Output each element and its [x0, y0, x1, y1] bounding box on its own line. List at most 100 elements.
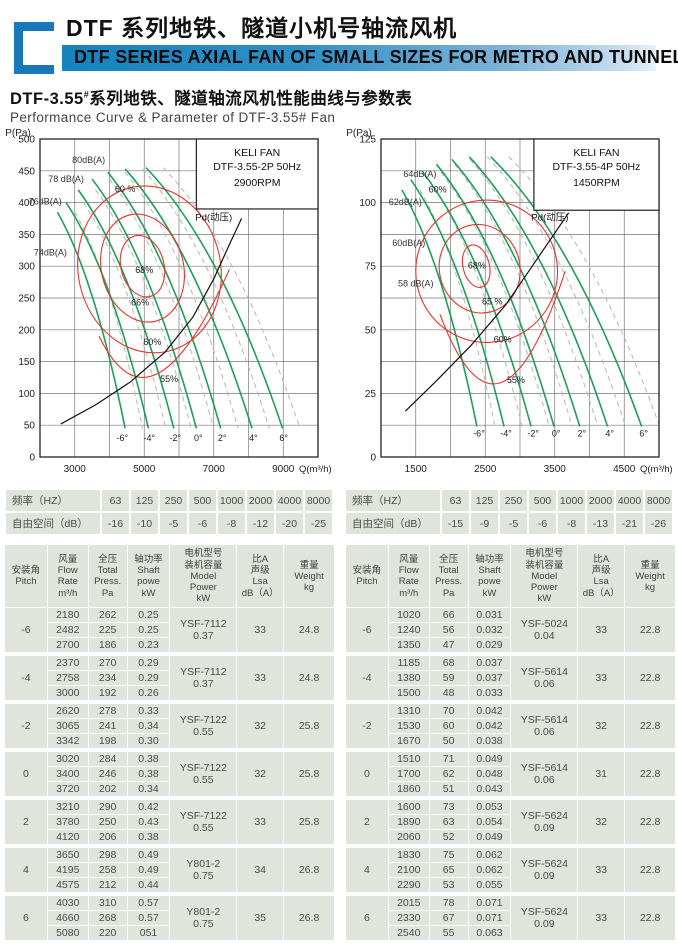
- flow-rate-cell: 3020: [47, 752, 88, 767]
- flow-rate-cell: 3210: [47, 800, 88, 815]
- motor-model-cell: YSF-5624 0.09: [511, 848, 578, 893]
- noise-frequency-row-value: 4000: [276, 490, 303, 512]
- shaft-power-cell: 0.34: [127, 782, 170, 797]
- shaft-power-cell: 0.055: [468, 878, 511, 893]
- noise-frequency-row-value: 250: [160, 490, 187, 512]
- noise-freespace-row-value: -10: [131, 513, 158, 535]
- shaft-power-cell: 0.062: [468, 848, 511, 863]
- total-press-cell: 63: [429, 815, 468, 830]
- shaft-power-cell: 0.053: [468, 800, 511, 815]
- guide-curve-dashed: [508, 156, 659, 427]
- sound-level-cell: 32: [237, 752, 284, 797]
- motor-model-cell: YSF-7122 0.55: [170, 800, 237, 845]
- group-gap-row: [5, 941, 334, 943]
- pitch-angle-label: -6°: [473, 429, 485, 439]
- pitch-cell: 2: [5, 800, 47, 845]
- param-data-row: 4195 258 0.49: [5, 863, 334, 878]
- total-press-cell: 284: [88, 752, 127, 767]
- weight-cell: 22.8: [625, 752, 675, 797]
- total-press-cell: 192: [88, 686, 127, 701]
- param-header-cell: 电机型号 装机容量 Model Power kW: [170, 545, 237, 608]
- pressure-curve-pitch--6°: [401, 189, 478, 427]
- y-tick-label: 500: [18, 135, 35, 146]
- shaft-power-cell: 0.43: [127, 815, 170, 830]
- noise-frequency-row-value: 125: [471, 490, 498, 512]
- page-header: DTF 系列地铁、隧道小机号轴流风机 DTF SERIES AXIAL FAN …: [0, 0, 678, 74]
- motor-model-cell: YSF-5024 0.04: [511, 608, 578, 653]
- motor-model-cell: YSF-7122 0.55: [170, 752, 237, 797]
- param-data-row: 2482 225 0.25: [5, 623, 334, 638]
- param-data-row: -4 2370 270 0.29 YSF-7112 0.37 33 24.8: [5, 656, 334, 701]
- flow-rate-cell: 1830: [388, 848, 429, 863]
- pitch-cell: -6: [346, 608, 388, 653]
- pitch-angle-label: 0°: [552, 429, 561, 439]
- param-data-row: 4575 212 0.44: [5, 878, 334, 893]
- pitch-cell: 0: [5, 752, 47, 797]
- weight-cell: 25.8: [284, 752, 334, 797]
- shaft-power-cell: 0.38: [127, 752, 170, 767]
- noise-frequency-row-value: 500: [529, 490, 556, 512]
- performance-chart-1450rpm: KELI FAN DTF-3.55-4P 50Hz 1450RPM 0 25 50 75 10…: [346, 128, 673, 475]
- sound-level-cell: 32: [578, 800, 625, 845]
- total-press-cell: 53: [429, 878, 468, 893]
- param-data-row: 4120 206 0.38: [5, 830, 334, 845]
- performance-chart-2900rpm: KELI FAN DTF-3.55-2P 50Hz 2900RPM 0 50 100 150…: [5, 128, 332, 475]
- flow-rate-cell: 3400: [47, 767, 88, 782]
- fan-info-line: 1450RPM: [573, 177, 620, 189]
- flow-rate-cell: 2700: [47, 638, 88, 653]
- total-press-cell: 186: [88, 638, 127, 653]
- param-data-row: 2290 53 0.055: [346, 878, 675, 893]
- flow-rate-cell: 2540: [388, 926, 429, 941]
- y-tick-label: 125: [359, 135, 376, 146]
- flow-rate-cell: 1185: [388, 656, 429, 671]
- flow-rate-cell: 2180: [47, 608, 88, 623]
- param-data-row: -6 1020 66 0.031 YSF-5024 0.04 33 22.8: [346, 608, 675, 653]
- group-gap-row: [346, 941, 675, 943]
- total-press-cell: 241: [88, 719, 127, 734]
- noise-freespace-row-value: -6: [189, 513, 216, 535]
- total-press-cell: 298: [88, 848, 127, 863]
- total-press-cell: 250: [88, 815, 127, 830]
- y-tick-label: 0: [29, 453, 35, 464]
- shaft-power-cell: 0.037: [468, 671, 511, 686]
- weight-cell: 25.8: [284, 704, 334, 749]
- group-gap-cell: [5, 797, 334, 799]
- pressure-curve-pitch-0°: [435, 164, 555, 427]
- efficiency-label: 68%: [468, 261, 486, 271]
- fan-info-line: DTF-3.55-4P 50Hz: [552, 161, 640, 173]
- group-gap-row: [346, 653, 675, 655]
- shaft-power-cell: 0.29: [127, 671, 170, 686]
- sound-level-cell: 34: [237, 848, 284, 893]
- sound-level-cell: 35: [237, 896, 284, 941]
- noise-level-label: 78 dB(A): [48, 175, 84, 185]
- noise-freespace-row-value: -21: [616, 513, 643, 535]
- flow-rate-cell: 3650: [47, 848, 88, 863]
- noise-frequency-row-value: 2000: [247, 490, 274, 512]
- noise-frequency-row-label: 频率（HZ）: [346, 490, 440, 512]
- noise-frequency-row-value: 8000: [305, 490, 332, 512]
- shaft-power-cell: 0.57: [127, 911, 170, 926]
- group-gap-cell: [5, 893, 334, 895]
- flow-rate-cell: 2370: [47, 656, 88, 671]
- curves-group: [401, 156, 659, 428]
- noise-tables-row: 频率（HZ） 63 125 250 500 1000 2000 4000 8000 自由空间（dB…: [0, 484, 678, 536]
- x-tick-label: 1500: [405, 464, 428, 475]
- flow-rate-cell: 2100: [388, 863, 429, 878]
- group-gap-row: [5, 749, 334, 751]
- pressure-curve-pitch--6°: [56, 212, 126, 429]
- plot-frame: [380, 138, 660, 458]
- weight-cell: 25.8: [284, 800, 334, 845]
- noise-frequency-row-value: 2000: [587, 490, 614, 512]
- guide-curve-dashed: [419, 189, 496, 427]
- flow-rate-cell: 2290: [388, 878, 429, 893]
- x-axis-title: Q(m³/h): [299, 464, 332, 475]
- fan-info-box: [533, 138, 660, 212]
- noise-frequency-row: 频率（HZ） 63 125 250 500 1000 2000 4000 8000: [346, 490, 672, 512]
- weight-cell: 22.8: [625, 896, 675, 941]
- pressure-curve-pitch-2°: [107, 171, 222, 429]
- shaft-power-cell: 0.049: [468, 752, 511, 767]
- y-tick-label: 250: [18, 294, 35, 305]
- y-tick-label: 300: [18, 262, 35, 273]
- flow-rate-cell: 4120: [47, 830, 88, 845]
- y-tick-label: 50: [24, 421, 36, 432]
